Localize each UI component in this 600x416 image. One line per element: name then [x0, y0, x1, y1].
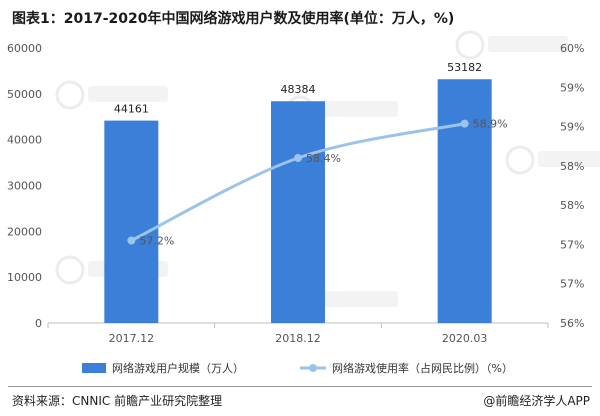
watermark-logo-icon: [55, 80, 85, 110]
right-axis-tick-label: 59%: [560, 121, 584, 134]
x-axis-tick-label: 2017.12: [109, 332, 155, 345]
source-note: 资料来源：CNNIC 前瞻产业研究院整理: [12, 394, 223, 408]
line-data-label: 58.4%: [306, 152, 341, 165]
line-point: [460, 119, 469, 128]
bar: [104, 120, 159, 323]
watermark-logo-icon: [505, 145, 535, 175]
line-point: [127, 236, 136, 245]
legend-line-marker: [309, 364, 317, 372]
legend-bar-swatch: [82, 363, 106, 373]
line-series: 57.2% 58.4% 58.9%: [127, 118, 508, 248]
bar-data-label: 48384: [281, 83, 316, 96]
chart-title: 图表1：2017-2020年中国网络游戏用户数及使用率(单位：万人，%): [12, 11, 455, 27]
right-axis-tick-label: 58%: [560, 199, 584, 212]
watermark-mark: [488, 36, 568, 52]
right-axis-tick-label: 60%: [560, 42, 584, 55]
watermark-mark: [88, 86, 168, 102]
right-axis-tick-label: 59%: [560, 81, 584, 94]
right-axis-tick-label: 56%: [560, 317, 584, 330]
left-axis-tick-label: 50000: [7, 88, 42, 101]
bar-data-label: 53182: [447, 61, 482, 74]
axes: 0 10000 20000 30000 40000 50000 60000 56% 57% 57%…: [7, 42, 584, 345]
watermark-mark: [318, 101, 398, 117]
left-axis-tick-label: 0: [35, 317, 42, 330]
combo-chart: 0 10000 20000 30000 40000 50000 60000 56% 57% 57%…: [7, 30, 600, 375]
legend-line-label: 网络游戏使用率（占网民比例）（%）: [332, 361, 513, 375]
legend: 网络游戏用户规模（万人） 网络游戏使用率（占网民比例）（%）: [82, 361, 513, 375]
left-axis-tick-label: 20000: [7, 225, 42, 238]
line-point: [294, 154, 302, 162]
left-axis-tick-label: 40000: [7, 134, 42, 147]
bar: [437, 79, 492, 323]
left-axis-tick-label: 30000: [7, 180, 42, 193]
right-axis-tick-label: 58%: [560, 160, 584, 173]
bar-data-label: 44161: [114, 103, 149, 116]
line-data-label: 57.2%: [139, 235, 174, 248]
watermark-mark: [538, 151, 600, 167]
right-axis-tick-label: 57%: [560, 238, 584, 251]
bar: [271, 101, 325, 324]
x-axis-tick-label: 2020.03: [442, 332, 488, 345]
footer-divider: [8, 386, 592, 387]
x-axis-tick-label: 2018.12: [275, 332, 321, 345]
watermark-mark: [318, 291, 398, 307]
line-data-label: 58.9%: [473, 118, 508, 131]
brand-credit: @前瞻经济学人APP: [483, 394, 590, 408]
watermark-logo-icon: [455, 30, 485, 60]
left-axis-tick-label: 60000: [7, 42, 42, 55]
watermark-logo-icon: [55, 255, 85, 285]
right-axis-tick-label: 57%: [560, 278, 584, 291]
legend-bar-label: 网络游戏用户规模（万人）: [112, 361, 244, 375]
left-axis-tick-label: 10000: [7, 271, 42, 284]
